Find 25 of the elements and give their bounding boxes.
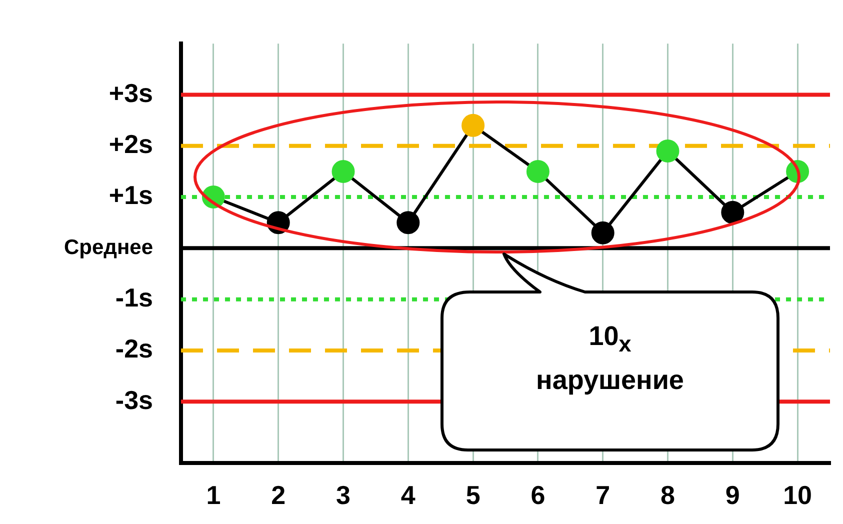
point <box>656 140 680 163</box>
y-tick-label: +1s <box>108 180 153 210</box>
y-tick-label: +2s <box>108 129 153 160</box>
x-tick-label: 5 <box>466 480 480 510</box>
x-tick-label: 6 <box>530 480 546 510</box>
y-tick-label: -2s <box>115 334 153 364</box>
x-tick-label: 3 <box>336 480 350 510</box>
annotation: 10$_{x}$ нарушение <box>535 320 685 398</box>
y-tick-label: +3s <box>108 78 153 108</box>
x-tick-label: 1 <box>206 480 221 510</box>
y-tick-label: Среднее <box>64 236 153 259</box>
x-tick-label: 10 <box>783 480 812 510</box>
x-tick-label: 4 <box>400 480 416 510</box>
x-tick-label: 7 <box>596 480 610 510</box>
point <box>396 211 420 234</box>
point <box>332 160 355 183</box>
point <box>591 221 614 244</box>
x-tick-label: 9 <box>725 480 740 510</box>
x-tick-label: 2 <box>271 480 286 510</box>
y-tick-label: -1s <box>115 282 153 313</box>
y-tick-label: -3s <box>115 384 153 415</box>
point <box>721 200 744 224</box>
point <box>462 114 485 137</box>
point <box>526 160 550 183</box>
x-tick-label: 8 <box>660 480 675 510</box>
